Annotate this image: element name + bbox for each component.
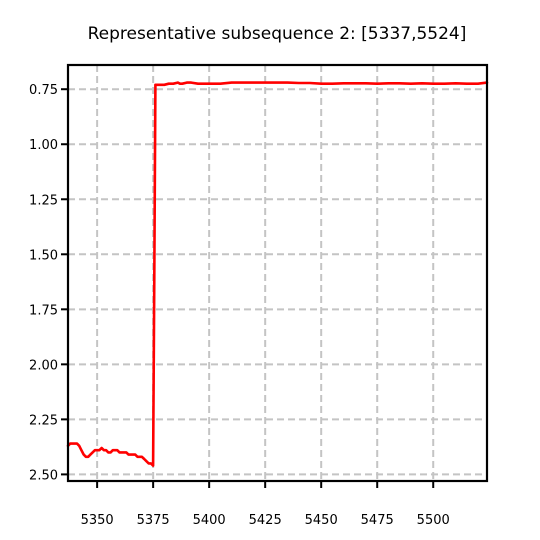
x-tick-label: 5450 xyxy=(305,513,338,528)
series-line xyxy=(66,81,489,467)
chart-title: Representative subsequence 2: [5337,5524… xyxy=(88,24,467,44)
y-tick-label: 1.25 xyxy=(29,193,58,208)
series-layer xyxy=(66,81,489,467)
x-tick-label: 5475 xyxy=(361,513,394,528)
y-tick-label: 2.00 xyxy=(29,358,58,373)
x-tick-label: 5400 xyxy=(193,513,226,528)
x-tick-label: 5375 xyxy=(137,513,170,528)
y-tick-label: 2.25 xyxy=(29,413,58,428)
y-tick-label: 1.75 xyxy=(29,303,58,318)
y-tick-label: 2.50 xyxy=(29,468,58,483)
x-tick-label: 5425 xyxy=(249,513,282,528)
y-tick-label: 0.75 xyxy=(29,83,58,98)
x-axis: 5350 5375 5400 5425 5450 5475 5500 xyxy=(81,481,450,528)
y-axis: 0.75 1.00 1.25 1.50 1.75 2.00 2.25 2.50 xyxy=(29,83,68,483)
y-tick-label: 1.50 xyxy=(29,248,58,263)
x-tick-label: 5350 xyxy=(81,513,114,528)
plot-frame xyxy=(66,63,489,483)
y-tick-label: 1.00 xyxy=(29,138,58,153)
x-tick-label: 5500 xyxy=(417,513,450,528)
grid xyxy=(68,65,487,481)
